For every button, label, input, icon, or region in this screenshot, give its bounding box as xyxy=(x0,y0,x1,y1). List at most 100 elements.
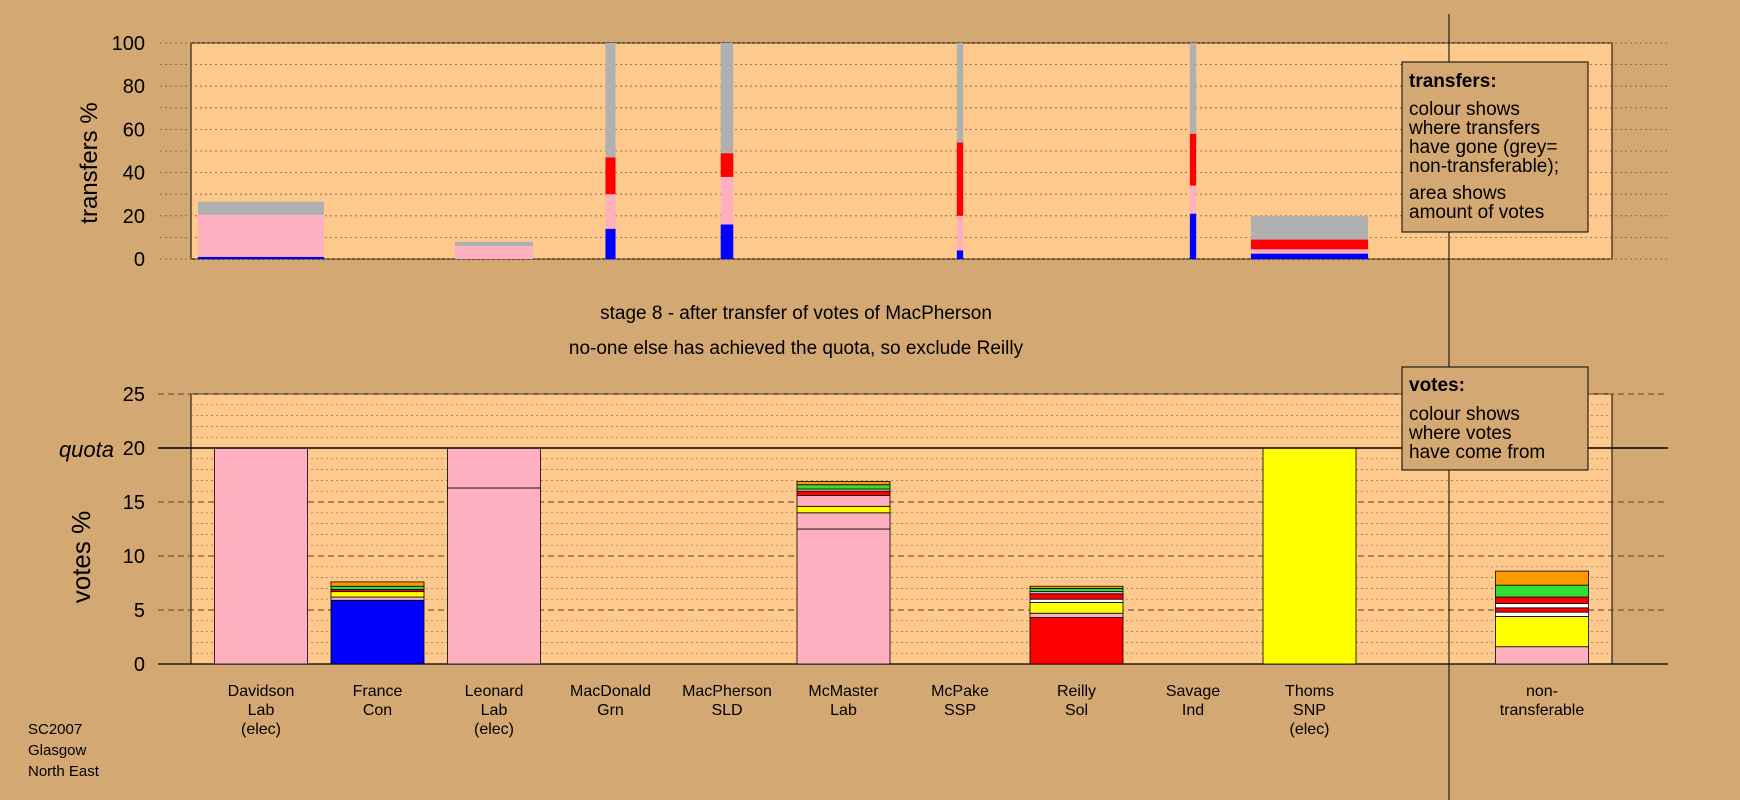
transfers-legend-line: colour shows xyxy=(1409,99,1520,120)
transfers-y-tick-label: 40 xyxy=(123,163,145,185)
candidate-label-davidson-line0: Davidson xyxy=(228,683,295,700)
footer-election: SC2007 xyxy=(28,721,82,738)
candidate-label-macdonald-line1: Grn xyxy=(597,702,624,719)
vote-segment-snp xyxy=(1262,447,1357,665)
transfer-segment-con xyxy=(1189,213,1197,259)
candidate-label-davidson-line2: (elec) xyxy=(241,721,281,738)
candidate-label-macdonald-line0: MacDonald xyxy=(570,683,651,700)
vote-segment-sol xyxy=(1495,596,1589,604)
transfers-legend-line: where transfers xyxy=(1408,118,1540,139)
vote-segment-grn xyxy=(1029,588,1124,593)
vote-segment-sld xyxy=(796,481,891,486)
candidate-label-reilly-line0: Reilly xyxy=(1057,683,1096,700)
transfer-segment-sol xyxy=(605,157,616,195)
vote-segment-lab xyxy=(1029,612,1124,618)
votes-legend: votes: colour shows where votes have com… xyxy=(1401,366,1589,471)
transfer-segment-sol xyxy=(956,142,964,216)
votes-legend-line: have come from xyxy=(1409,442,1545,463)
candidate-label-mcpake-line0: McPake xyxy=(931,683,989,700)
transfer-segment-sol xyxy=(1189,133,1197,186)
candidate-label-thoms-line1: SNP xyxy=(1293,702,1326,719)
footer-ward: North East xyxy=(28,763,100,780)
transfer-segment-lab xyxy=(605,194,616,229)
vote-segment-snp xyxy=(796,505,891,514)
candidate-label-france-line1: Con xyxy=(363,702,392,719)
vote-segment-lab xyxy=(796,495,891,507)
votes-y-tick-label: 25 xyxy=(123,384,145,406)
vote-segment-lab xyxy=(1495,646,1589,665)
transfer-segment-nontransferable xyxy=(956,43,964,143)
transfers-y-tick-label: 60 xyxy=(123,119,145,141)
votes-y-tick-label: 15 xyxy=(123,492,145,514)
stage-note: no-one else has achieved the quota, so e… xyxy=(569,338,1024,359)
transfer-segment-sol xyxy=(1250,239,1369,250)
vote-segment-sol xyxy=(1495,607,1589,613)
vote-segment-lab xyxy=(214,447,308,665)
transfer-segment-sol xyxy=(720,153,734,177)
candidate-label-macpherson-line1: SLD xyxy=(711,702,742,719)
vote-segment-grn xyxy=(1495,584,1589,598)
transfers-y-ticks: 0 20 40 60 80 100 xyxy=(112,33,145,271)
candidate-label-leonard-line2: (elec) xyxy=(474,721,514,738)
transfers-legend-line: non-transferable); xyxy=(1409,156,1559,177)
footer-city: Glasgow xyxy=(28,742,87,759)
vote-segment-con xyxy=(330,599,425,665)
vote-segment-sol xyxy=(1029,593,1124,600)
vote-segment-sld xyxy=(1495,570,1589,586)
stage-title: stage 8 - after transfer of votes of Mac… xyxy=(600,303,992,324)
vote-segment-sol xyxy=(1029,617,1124,665)
votes-y-axis-label: votes % xyxy=(66,511,96,604)
transfers-y-tick-label: 20 xyxy=(123,206,145,228)
transfer-segment-lab xyxy=(720,176,734,225)
votes-y-tick-label: 10 xyxy=(123,546,145,568)
transfer-segment-lab xyxy=(1250,249,1369,254)
transfer-segment-con xyxy=(198,256,324,259)
candidate-label-macpherson-line0: MacPherson xyxy=(682,683,772,700)
vote-segment-snp xyxy=(1495,616,1589,648)
votes-y-tick-label: 0 xyxy=(134,654,145,676)
candidate-label-mcmaster-line0: McMaster xyxy=(808,683,879,700)
vote-segment-ind xyxy=(1495,603,1589,609)
candidate-labels: Davidson Lab (elec) France Con Leonard Lab (ele… xyxy=(228,683,1585,738)
candidate-label-non-line1: transferable xyxy=(1500,702,1585,719)
votes-y-tick-label: 5 xyxy=(134,600,145,622)
vote-segment-grn xyxy=(330,585,425,590)
transfer-segment-lab xyxy=(1189,185,1197,214)
vote-segment-lab xyxy=(447,447,541,489)
vote-segment-grn xyxy=(796,484,891,490)
vote-segment-sol xyxy=(796,490,891,496)
votes-legend-line: colour shows xyxy=(1409,404,1520,425)
transfers-legend: transfers: colour shows where transfers … xyxy=(1401,61,1589,233)
transfer-segment-con xyxy=(720,224,734,259)
transfer-segment-lab xyxy=(454,246,534,259)
transfers-legend-line: area shows xyxy=(1409,183,1506,204)
vote-segment-snp xyxy=(1029,602,1124,614)
transfers-y-axis-label: transfers % xyxy=(76,102,103,223)
vote-segment-lab xyxy=(796,528,891,665)
vote-segment-lab xyxy=(796,512,891,530)
transfer-segment-con xyxy=(1250,253,1369,259)
transfers-y-tick-label: 80 xyxy=(123,76,145,98)
transfers-legend-line: have gone (grey= xyxy=(1409,137,1557,158)
vote-segment-sld xyxy=(330,581,425,587)
votes-bars xyxy=(214,447,1589,665)
transfer-segment-nontransferable xyxy=(198,201,324,215)
candidate-label-france-line0: France xyxy=(353,683,403,700)
candidate-label-reilly-line1: Sol xyxy=(1065,702,1088,719)
transfers-y-tick-label: 100 xyxy=(112,33,145,55)
candidate-label-thoms-line2: (elec) xyxy=(1289,721,1329,738)
transfers-legend-title: transfers: xyxy=(1409,71,1497,92)
transfers-legend-box xyxy=(1401,61,1589,233)
transfer-segment-nontransferable xyxy=(1250,215,1369,240)
votes-legend-line: where votes xyxy=(1408,423,1511,444)
vote-segment-ind xyxy=(1029,598,1124,603)
votes-y-tick-label: 20 xyxy=(123,438,145,460)
candidate-label-thoms-line0: Thoms xyxy=(1285,683,1334,700)
candidate-label-non-line0: non- xyxy=(1526,683,1558,700)
vote-segment-snp xyxy=(330,591,425,598)
vote-segment-ind xyxy=(1495,611,1589,617)
votes-legend-title: votes: xyxy=(1409,375,1465,396)
transfers-y-tick-label: 0 xyxy=(134,249,145,271)
